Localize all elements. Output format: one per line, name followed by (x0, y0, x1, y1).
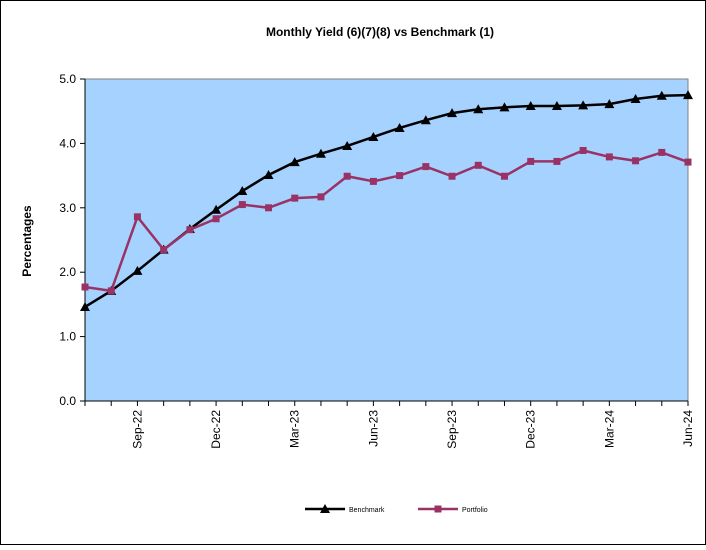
data-point (447, 108, 458, 118)
data-point (684, 158, 692, 166)
data-point (499, 102, 510, 112)
data-point (212, 215, 220, 223)
data-point (474, 161, 482, 169)
data-point (320, 504, 330, 513)
data-point (551, 101, 562, 111)
chart-title: Monthly Yield (6)(7)(8) vs Benchmark (1) (266, 25, 494, 39)
data-point (211, 204, 222, 214)
data-point (343, 172, 351, 180)
data-point (368, 131, 379, 141)
legend-label: Portfolio (462, 507, 488, 514)
x-tick-label: Sep-22 (130, 410, 144, 449)
y-tick-label: 4.0 (59, 136, 76, 150)
y-tick-label: 5.0 (59, 72, 76, 86)
x-tick-label: Mar-23 (288, 410, 302, 448)
y-tick-label: 2.0 (59, 265, 76, 279)
y-tick-label: 0.0 (59, 394, 76, 408)
data-point (448, 172, 456, 180)
data-point (317, 193, 325, 201)
data-point (263, 169, 274, 179)
data-point (396, 172, 404, 180)
x-tick-label: Dec-23 (524, 410, 538, 449)
data-point (81, 283, 89, 291)
data-point (291, 194, 299, 202)
legend-label: Benchmark (349, 507, 385, 514)
data-point (500, 172, 508, 180)
data-point (473, 104, 484, 114)
x-tick-label: Jun-24 (681, 410, 695, 447)
y-tick-label: 3.0 (59, 201, 76, 215)
data-point (133, 213, 141, 221)
data-point (630, 93, 641, 103)
series-line (84, 149, 689, 293)
y-tick-label: 1.0 (59, 330, 76, 344)
data-point (658, 148, 666, 156)
data-point (656, 90, 667, 100)
x-tick-label: Jun-23 (366, 410, 380, 447)
data-point (422, 163, 430, 171)
data-point (578, 100, 589, 110)
data-point (80, 301, 90, 311)
data-point (107, 287, 115, 295)
data-point (265, 204, 273, 212)
data-point (683, 90, 693, 100)
data-point (369, 177, 377, 185)
series (81, 146, 692, 295)
data-point (605, 153, 613, 161)
x-tick-label: Sep-23 (445, 410, 459, 449)
data-point (237, 186, 248, 196)
data-point (160, 246, 168, 254)
data-point (420, 115, 431, 125)
data-point (132, 265, 143, 275)
data-point (604, 99, 615, 109)
data-point (553, 157, 561, 165)
data-point (342, 140, 353, 150)
y-axis-label: Percentages (20, 205, 34, 277)
data-point (632, 157, 640, 165)
data-point (434, 505, 442, 513)
data-point (315, 148, 326, 158)
x-tick-label: Mar-24 (602, 410, 616, 448)
data-point (525, 101, 536, 111)
data-point (579, 146, 587, 154)
data-point (527, 157, 535, 165)
data-point (289, 157, 300, 167)
data-point (186, 226, 194, 234)
data-point (394, 122, 405, 132)
data-point (238, 201, 246, 209)
x-tick-label: Dec-22 (209, 410, 223, 449)
